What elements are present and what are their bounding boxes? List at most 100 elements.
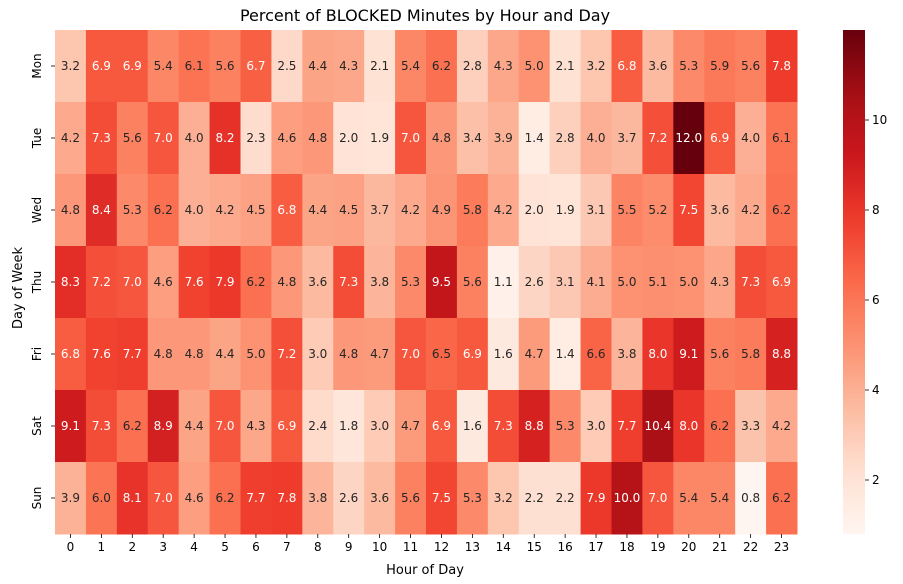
cell-value-label: 4.1 bbox=[586, 275, 605, 289]
cell-value-label: 4.8 bbox=[308, 131, 327, 145]
cell-value-label: 6.2 bbox=[772, 491, 791, 505]
cell-value-label: 5.4 bbox=[154, 59, 173, 73]
cell-value-label: 6.2 bbox=[215, 491, 234, 505]
cell-value-label: 10.4 bbox=[645, 419, 672, 433]
cell-value-label: 3.1 bbox=[586, 203, 605, 217]
cell-value-label: 2.0 bbox=[339, 131, 358, 145]
cell-value-label: 6.6 bbox=[586, 347, 605, 361]
heatmap-cell bbox=[85, 318, 118, 391]
cell-value-label: 4.3 bbox=[494, 59, 513, 73]
cell-value-label: 1.9 bbox=[556, 203, 575, 217]
cell-value-label: 8.1 bbox=[123, 491, 142, 505]
cell-value-label: 7.6 bbox=[185, 275, 204, 289]
cell-value-label: 4.2 bbox=[494, 203, 513, 217]
heatmap-cell bbox=[611, 246, 643, 319]
cell-value-label: 7.9 bbox=[586, 491, 605, 505]
cell-value-label: 7.0 bbox=[123, 275, 142, 289]
colorbar-tick-label: 6 bbox=[872, 293, 880, 307]
heatmap-cell bbox=[673, 30, 705, 103]
cell-value-label: 4.4 bbox=[308, 203, 327, 217]
cell-value-label: 3.6 bbox=[370, 491, 389, 505]
cell-value-label: 8.0 bbox=[679, 419, 698, 433]
heatmap-cell bbox=[85, 102, 118, 175]
heatmap-cell bbox=[642, 318, 674, 391]
heatmap-cell bbox=[240, 462, 272, 535]
cell-value-label: 3.8 bbox=[617, 347, 636, 361]
cell-value-label: 4.2 bbox=[401, 203, 420, 217]
heatmap-cell bbox=[364, 30, 396, 103]
heatmap-cell bbox=[766, 102, 798, 175]
y-tick-label: Sun bbox=[30, 487, 44, 510]
heatmap-cell bbox=[395, 318, 427, 391]
cell-value-label: 7.5 bbox=[679, 203, 698, 217]
cell-value-label: 5.0 bbox=[246, 347, 265, 361]
heatmap-cell bbox=[116, 390, 149, 463]
heatmap-cell bbox=[518, 462, 551, 535]
colorbar-tick-label: 10 bbox=[872, 113, 887, 127]
heatmap-cell bbox=[333, 30, 365, 103]
cell-value-label: 4.4 bbox=[215, 347, 234, 361]
cell-value-label: 6.9 bbox=[123, 59, 142, 73]
cell-value-label: 2.2 bbox=[556, 491, 575, 505]
heatmap-cell bbox=[766, 246, 798, 319]
cell-value-label: 4.8 bbox=[61, 203, 80, 217]
heatmap-cell bbox=[518, 318, 551, 391]
heatmap-cell bbox=[395, 102, 427, 175]
cell-value-label: 2.1 bbox=[370, 59, 389, 73]
cell-value-label: 8.8 bbox=[525, 419, 544, 433]
heatmap-cell bbox=[271, 246, 303, 319]
heatmap-cell bbox=[364, 390, 396, 463]
heatmap-cell bbox=[549, 246, 582, 319]
heatmap-cell bbox=[85, 174, 118, 247]
heatmap-cell bbox=[704, 102, 736, 175]
heatmap-cell bbox=[55, 30, 87, 103]
heatmap-cell bbox=[364, 102, 396, 175]
heatmap-cell bbox=[333, 462, 365, 535]
cell-value-label: 6.2 bbox=[432, 59, 451, 73]
heatmap-cell bbox=[85, 390, 118, 463]
cell-value-label: 6.5 bbox=[432, 347, 451, 361]
cell-value-label: 2.8 bbox=[463, 59, 482, 73]
cell-value-label: 2.1 bbox=[556, 59, 575, 73]
heatmap-cells: 3.2 6.9 6.9 5.4 6.1 5.6 6.7 2.5 4.4 4.3 2.1 5.4 6.2 2… bbox=[55, 30, 798, 535]
cell-value-label: 4.5 bbox=[246, 203, 265, 217]
cell-value-label: 4.3 bbox=[710, 275, 729, 289]
heatmap-cell bbox=[209, 30, 241, 103]
heatmap-cell bbox=[147, 174, 180, 247]
heatmap-cell bbox=[178, 462, 211, 535]
heatmap-cell bbox=[302, 102, 334, 175]
cell-value-label: 4.6 bbox=[154, 275, 173, 289]
heatmap-cell bbox=[518, 102, 551, 175]
x-tick-label: 14 bbox=[496, 540, 511, 554]
cell-value-label: 5.3 bbox=[123, 203, 142, 217]
heatmap-cell bbox=[766, 30, 798, 103]
y-axis-label: Day of Week bbox=[11, 246, 26, 329]
heatmap-cell bbox=[55, 390, 87, 463]
cell-value-label: 2.5 bbox=[277, 59, 296, 73]
heatmap-cell bbox=[333, 102, 365, 175]
cell-value-label: 6.2 bbox=[154, 203, 173, 217]
cell-value-label: 8.0 bbox=[648, 347, 667, 361]
cell-value-label: 4.0 bbox=[586, 131, 605, 145]
cell-value-label: 3.8 bbox=[308, 491, 327, 505]
cell-value-label: 5.6 bbox=[215, 59, 234, 73]
cell-value-label: 5.3 bbox=[401, 275, 420, 289]
cell-value-label: 3.2 bbox=[586, 59, 605, 73]
x-axis-ticks: 0 1 2 3 4 5 6 7 8 9 10 11 12 13 14 15 16 17 18 19 20 21 22 23 bbox=[67, 534, 789, 554]
heatmap-cell bbox=[240, 390, 272, 463]
cell-value-label: 1.9 bbox=[370, 131, 389, 145]
cell-value-label: 3.4 bbox=[463, 131, 482, 145]
cell-value-label: 5.6 bbox=[123, 131, 142, 145]
heatmap-cell bbox=[518, 246, 551, 319]
x-tick-label: 10 bbox=[372, 540, 387, 554]
heatmap-cell bbox=[240, 174, 272, 247]
heatmap-cell bbox=[735, 318, 767, 391]
cell-value-label: 3.1 bbox=[556, 275, 575, 289]
heatmap-cell bbox=[147, 318, 180, 391]
cell-value-label: 4.7 bbox=[370, 347, 389, 361]
y-tick-label: Wed bbox=[30, 197, 44, 223]
heatmap-cell bbox=[549, 318, 582, 391]
heatmap-cell bbox=[302, 30, 334, 103]
heatmap-cell bbox=[456, 318, 489, 391]
